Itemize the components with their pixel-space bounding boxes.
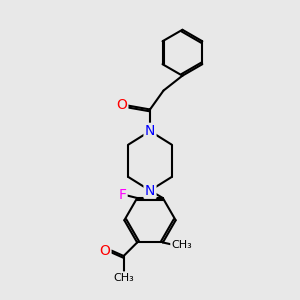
Text: N: N (145, 184, 155, 197)
Text: O: O (116, 98, 127, 112)
Text: CH₃: CH₃ (171, 240, 192, 250)
Text: CH₃: CH₃ (113, 273, 134, 283)
Text: O: O (99, 244, 110, 258)
Text: F: F (118, 188, 126, 202)
Text: N: N (145, 124, 155, 138)
